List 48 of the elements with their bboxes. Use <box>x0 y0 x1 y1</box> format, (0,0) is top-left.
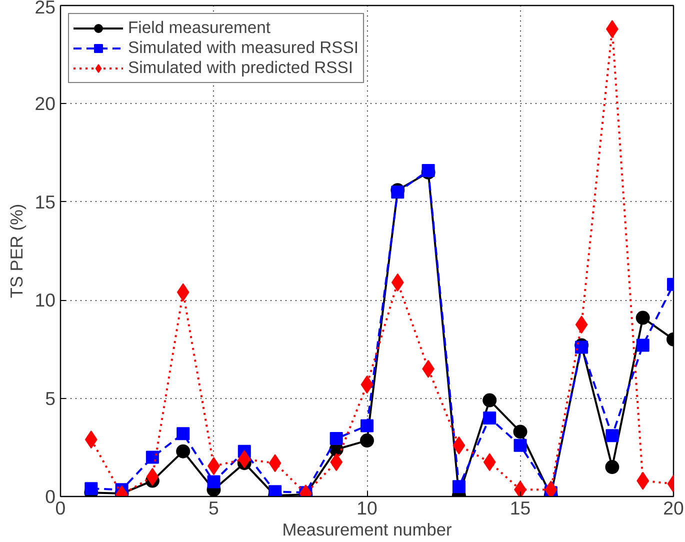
legend-label: Simulated with measured RSSI <box>128 38 359 58</box>
point <box>452 436 466 454</box>
point <box>360 434 374 448</box>
point <box>483 453 496 472</box>
point <box>146 450 159 464</box>
x-tick-label: 20 <box>663 498 684 518</box>
point <box>605 460 620 474</box>
point <box>513 424 528 439</box>
point <box>636 338 650 352</box>
legend-label: Simulated with predicted RSSI <box>128 58 353 78</box>
x-tick-label: 5 <box>208 498 219 518</box>
point <box>452 480 466 494</box>
point <box>514 480 526 496</box>
point <box>636 310 650 325</box>
point <box>268 485 282 496</box>
point <box>483 411 496 424</box>
point <box>360 376 374 394</box>
point <box>544 480 558 496</box>
x-axis-title: Measurement number <box>282 520 452 540</box>
point <box>606 429 619 442</box>
y-tick-label: 5 <box>45 388 56 409</box>
point <box>238 450 251 468</box>
y-axis-title: TS PER (%) <box>6 204 27 298</box>
y-tick-label: 25 <box>34 0 56 18</box>
point <box>422 164 435 177</box>
point <box>514 438 527 452</box>
point <box>360 419 374 432</box>
y-tick-label: 15 <box>34 191 56 212</box>
point <box>330 453 343 472</box>
x-tick-label: 15 <box>510 498 531 518</box>
point <box>268 454 282 472</box>
point <box>391 186 404 199</box>
point <box>330 432 343 446</box>
y-tick-label: 10 <box>34 290 56 311</box>
point <box>391 273 404 292</box>
point <box>636 472 650 490</box>
point <box>176 444 190 458</box>
y-tick-label: 20 <box>34 93 56 114</box>
point <box>575 316 588 334</box>
point <box>207 475 220 488</box>
x-tick-label: 10 <box>356 498 378 518</box>
point <box>146 468 159 486</box>
point <box>176 427 190 440</box>
legend-label: Field measurement <box>128 18 271 38</box>
point <box>482 393 497 408</box>
point <box>84 430 98 449</box>
point <box>575 340 588 354</box>
point <box>176 283 190 302</box>
